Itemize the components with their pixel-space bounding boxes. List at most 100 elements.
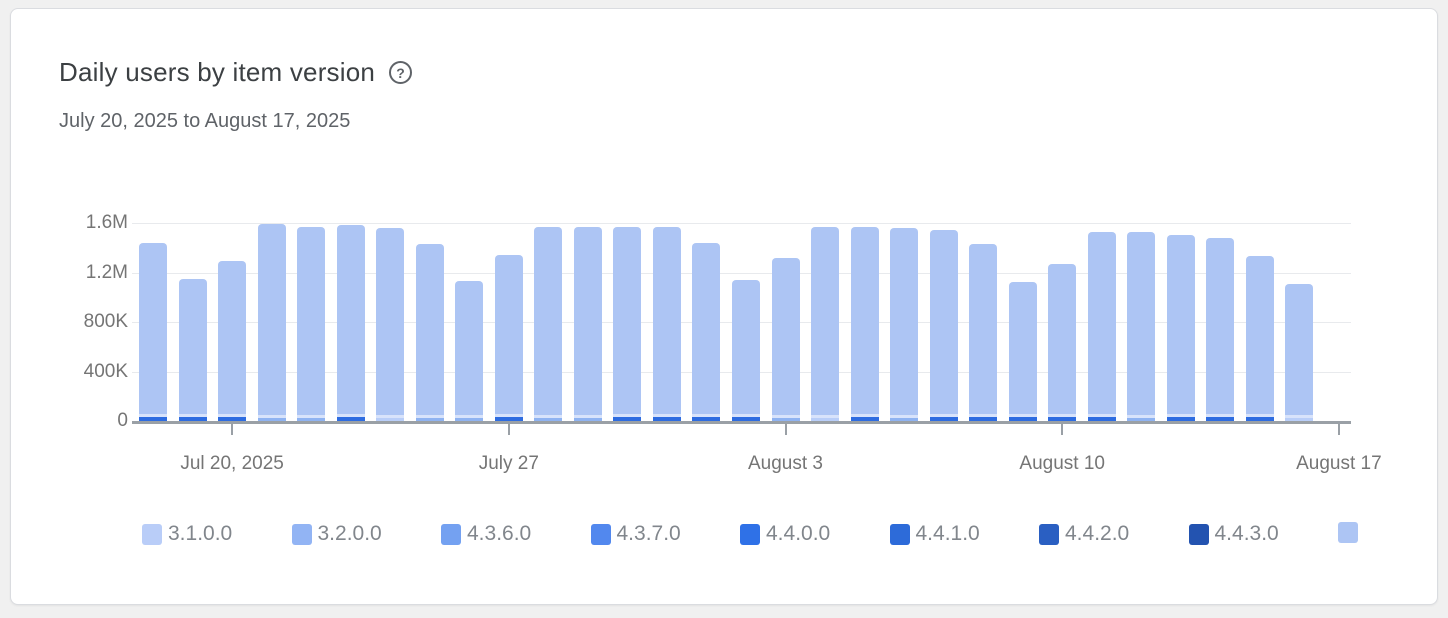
bar-segment-bottom [415,418,444,421]
chart-bar-aug-10[interactable] [1048,264,1077,421]
chart-bar-aug-13[interactable] [1166,235,1195,421]
bar-segment-main [336,225,365,414]
bar-segment-main [1087,232,1116,414]
bar-segment-bottom [1166,417,1195,421]
bar-segment-main [297,227,326,415]
chart-bar-jul-21[interactable] [257,224,286,421]
x-axis-tick [507,424,510,435]
legend-swatch [1338,522,1358,543]
chart-bar-jul-22[interactable] [297,227,326,421]
bar-segment-main [573,227,602,415]
chart-bar-jul-23[interactable] [336,225,365,421]
bar-segment-pale [692,414,721,417]
bar-segment-main [771,258,800,415]
bar-segment-main [1127,232,1156,415]
chart-bar-aug-12[interactable] [1127,232,1156,421]
bar-segment-main [929,230,958,414]
y-axis-label: 400K [83,360,128,382]
legend-swatch [889,523,910,545]
legend-item-4.4.2.0: 4.4.2.0 [1039,522,1129,546]
chart-bar-aug-7[interactable] [929,230,958,421]
legend-swatch [142,523,162,545]
bar-segment-bottom [811,418,839,421]
chart-bar-aug-3[interactable] [771,258,800,421]
chart-bar-jul-20[interactable] [218,261,247,421]
chart-bar-aug-16[interactable] [1285,284,1314,421]
x-axis-tick [784,424,787,435]
bar-segment-main [534,227,563,415]
bar-segment-bottom [1048,417,1077,421]
x-axis-tick [231,424,234,435]
legend-swatch [740,523,760,545]
chart-bar-jul-31[interactable] [652,227,681,421]
x-axis-label: August 17 [1296,453,1382,474]
card-header: Daily users by item version ? [59,57,413,88]
chart-bar-aug-6[interactable] [890,228,919,421]
chart-bar-jul-18[interactable] [139,243,167,421]
bar-segment-pale [732,414,760,417]
bar-segment-main [850,227,879,414]
bar-segment-main [494,255,523,414]
chart-bar-jul-25[interactable] [415,244,444,421]
chart-bar-aug-1[interactable] [692,243,721,421]
bar-segment-pale [1048,414,1077,417]
bar-segment-pale [771,415,800,418]
bar-segment-bottom [139,417,167,421]
chart-bar-aug-15[interactable] [1245,256,1274,421]
legend-label: 4.4.2.0 [1065,522,1130,545]
chart-bar-aug-14[interactable] [1206,238,1235,421]
bar-segment-pale [811,415,839,418]
legend-swatch [1039,523,1059,545]
chart-bar-jul-28[interactable] [534,227,563,421]
x-axis-tick [1337,424,1340,435]
bar-segment-bottom [1285,418,1314,421]
bar-segment-bottom [652,417,681,421]
legend-label: 4.3.6.0 [467,522,532,545]
legend-item-4.4.3.0: 4.4.3.0 [1188,522,1279,546]
bar-segment-bottom [1127,418,1156,421]
x-axis-label: August 3 [748,453,823,474]
legend-item-unlabeled [1338,522,1358,543]
bar-segment-bottom [336,417,365,421]
legend-item-3.1.0.0: 3.1.0.0 [142,522,232,546]
chart-bar-aug-8[interactable] [969,244,998,421]
bar-segment-pale [178,414,207,417]
legend-swatch [291,523,312,545]
chart-bar-jul-19[interactable] [178,279,207,421]
bar-segment-pale [1245,414,1274,417]
x-axis-tick [1061,424,1064,435]
bar-segment-bottom [218,417,247,421]
bar-segment-main [455,281,484,415]
legend-item-4.3.7.0: 4.3.7.0 [590,522,681,546]
chart-bar-aug-2[interactable] [732,280,760,421]
x-axis-label: August 10 [1019,453,1105,474]
bar-segment-pale [336,414,365,417]
help-icon[interactable]: ? [389,61,413,84]
bar-segment-bottom [178,417,207,421]
bar-segment-bottom [771,418,800,421]
date-range: July 20, 2025 to August 17, 2025 [59,110,351,132]
bar-segment-pale [297,415,326,418]
chart-bar-aug-5[interactable] [850,227,879,421]
bar-segment-main [969,244,998,414]
bar-segment-pale [455,415,484,418]
chart-bar-aug-4[interactable] [811,227,839,421]
bar-segment-main [1245,256,1274,414]
chart-bar-jul-29[interactable] [573,227,602,421]
bar-segment-pale [257,415,286,418]
legend-item-3.2.0.0: 3.2.0.0 [291,522,382,546]
legend-swatch [1188,523,1209,545]
chart-bar-jul-27[interactable] [494,255,523,421]
chart-bar-jul-24[interactable] [376,228,405,421]
bar-segment-bottom [1245,417,1274,421]
bar-segment-pale [652,414,681,417]
chart-bar-jul-26[interactable] [455,281,484,421]
chart-bar-aug-11[interactable] [1087,232,1116,421]
bar-segment-pale [613,414,642,417]
chart-bar-aug-9[interactable] [1008,282,1037,421]
x-axis-label: Jul 20, 2025 [180,453,284,474]
chart-bar-jul-30[interactable] [613,227,642,421]
bar-segment-pale [415,415,444,418]
page-title: Daily users by item version [59,57,376,87]
legend-item-4.4.1.0: 4.4.1.0 [889,522,980,546]
